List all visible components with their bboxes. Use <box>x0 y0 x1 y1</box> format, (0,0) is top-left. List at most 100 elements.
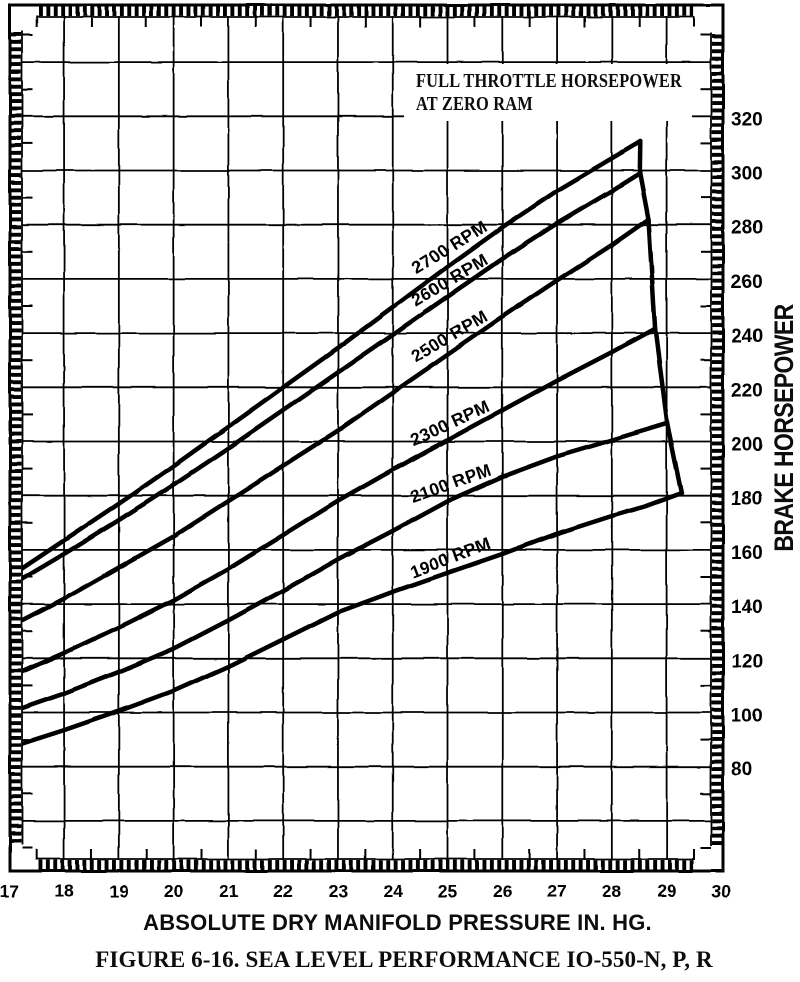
ruler-left-rung <box>11 698 21 703</box>
ruler-left-rung <box>11 691 21 695</box>
ruler-right-rung <box>712 604 722 609</box>
ruler-bottom-rung <box>623 860 627 870</box>
grid-layer <box>22 16 711 860</box>
ruler-bottom-rung <box>90 860 95 870</box>
ruler-top-rung <box>97 6 102 16</box>
ruler-left-rung <box>11 742 21 747</box>
ruler-bottom-rung <box>430 860 435 870</box>
ruler-bottom-rung <box>82 860 87 870</box>
ruler-right-rung <box>712 337 722 342</box>
ruler-left-rung <box>11 624 21 629</box>
ruler-top-rung <box>253 6 257 16</box>
ruler-left-rung <box>11 84 21 89</box>
ruler-bottom-rung <box>53 860 58 870</box>
ruler-bottom-rung <box>608 860 613 870</box>
ruler-left-rung <box>11 247 21 251</box>
ruler-top-rung <box>304 6 309 16</box>
curve-label-1900-rpm: 1900 RPM <box>407 533 494 582</box>
ruler-left-rung <box>11 62 21 66</box>
ruler-right-rung <box>712 138 722 142</box>
ruler-top-rung <box>489 6 494 16</box>
ruler-bottom-rung <box>445 860 450 870</box>
x-tick-label-19: 19 <box>109 881 129 901</box>
ruler-bottom-rung <box>119 860 124 870</box>
ruler-left-rung <box>11 617 21 621</box>
ruler-top-rung <box>68 6 72 16</box>
ruler-top-rung <box>482 6 487 16</box>
ruler-left-rung <box>11 676 21 681</box>
ruler-left-rung <box>11 136 21 140</box>
ruler-top-rung <box>230 6 235 16</box>
y-tick-label-320: 320 <box>731 109 763 130</box>
ruler-left-rung <box>11 306 21 311</box>
ruler-top-rung <box>519 6 524 16</box>
ruler-left-rung <box>11 387 21 392</box>
ruler-bottom-rung <box>112 860 117 870</box>
ruler-left-rung <box>11 99 21 103</box>
ruler-right-rung <box>712 574 722 579</box>
ruler-left-rung <box>11 609 21 614</box>
ruler-top-rung <box>526 6 531 16</box>
ruler-top-rung <box>682 6 687 16</box>
ruler-right-rung <box>712 212 722 216</box>
ruler-top-rung <box>334 6 339 16</box>
x-tick-label-29: 29 <box>657 881 677 901</box>
ruler-left-rung <box>11 476 21 481</box>
ruler-right-rung <box>712 678 722 683</box>
ruler-left-rung <box>11 76 21 81</box>
ruler-left-rung <box>11 158 21 163</box>
ruler-left-rung <box>11 328 21 333</box>
x-tick-label-28: 28 <box>602 881 622 901</box>
ruler-bottom-rung <box>682 860 687 870</box>
ruler-right-rung <box>712 485 722 490</box>
ruler-top-rung <box>645 6 650 16</box>
ruler-bottom-rung <box>327 860 331 870</box>
ruler-top-rung <box>290 6 294 16</box>
ruler-right-rung <box>712 811 722 816</box>
ruler-bottom-rung <box>415 860 420 870</box>
ruler-bottom-rung <box>556 860 561 870</box>
ruler-right <box>710 33 722 846</box>
ruler-right-rung <box>712 115 722 120</box>
ruler-top-rung <box>467 6 472 16</box>
ruler-bottom-rung <box>156 860 161 870</box>
y-tick-label-200: 200 <box>731 435 763 456</box>
ruler-left-rung <box>11 661 21 666</box>
ruler-top-rung <box>452 6 457 16</box>
ruler-top-rung <box>38 6 43 16</box>
ruler-top-rung <box>164 6 169 16</box>
ruler-right-rung <box>712 49 722 54</box>
ruler-right-rung <box>712 219 722 224</box>
ruler-bottom-rung <box>223 860 228 870</box>
ruler-right-rung <box>712 197 722 202</box>
ruler-right-rung <box>712 508 722 512</box>
ruler-bottom-rung <box>127 860 132 870</box>
ruler-left-rung <box>11 557 21 562</box>
ruler-bottom-rung <box>238 860 243 870</box>
ruler-left-rung <box>11 54 21 59</box>
ruler-right-rung <box>712 419 722 424</box>
ruler-top-rung <box>408 6 413 16</box>
ruler-left-rung <box>11 106 21 111</box>
annotation-line-2: AT ZERO RAM <box>416 93 533 115</box>
ruler-bottom-rung <box>401 860 405 870</box>
ruler-top-rung <box>349 6 354 16</box>
ruler-left-rung <box>11 802 21 806</box>
ruler-bottom-rung <box>489 860 494 870</box>
curve-2700-rpm <box>22 139 643 572</box>
ruler-top-rung <box>156 6 161 16</box>
ruler-bottom-rung <box>452 860 457 870</box>
y-tick-label-80: 80 <box>731 760 752 781</box>
ruler-left-rung <box>11 668 21 673</box>
ruler-left-rung <box>11 639 21 644</box>
curve-1900-rpm <box>22 490 684 746</box>
ruler-left-rung <box>11 705 21 710</box>
ruler-top-rung <box>445 6 450 16</box>
ruler-left-rung <box>11 513 21 518</box>
ruler-right-rung <box>712 471 722 475</box>
ruler-left-rung <box>11 335 21 340</box>
y-tick-label-280: 280 <box>731 218 763 239</box>
ruler-bottom-rung <box>297 860 302 870</box>
ruler-left-rung <box>11 654 21 658</box>
ruler-top-rung <box>90 6 95 16</box>
